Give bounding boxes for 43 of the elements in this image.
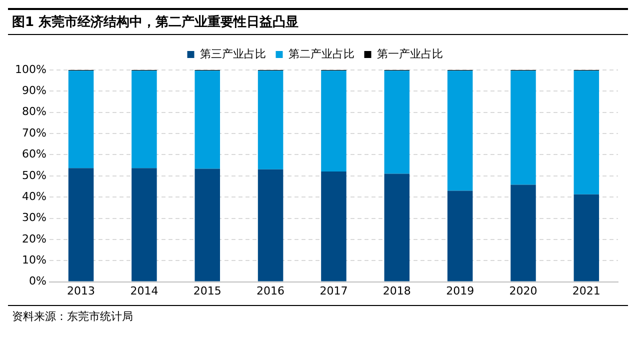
y-tick-label: 60% <box>22 148 46 161</box>
bar <box>132 168 157 282</box>
y-tick-label: 70% <box>22 126 46 140</box>
y-tick-label: 100% <box>14 62 46 76</box>
legend-label: 第二产业占比 <box>288 47 354 60</box>
bar <box>384 174 410 282</box>
y-tick-label: 80% <box>22 105 46 118</box>
y-tick-label: 20% <box>22 232 46 246</box>
y-tick-label: 40% <box>22 190 46 203</box>
bar <box>194 168 220 282</box>
x-tick-label: 2016 <box>256 284 285 298</box>
bar <box>194 70 220 169</box>
chart-title: 图1 东莞市经济结构中，第二产业重要性日益凸显 <box>8 8 628 35</box>
bar <box>68 70 94 168</box>
x-tick-label: 2017 <box>320 284 348 298</box>
bar <box>574 194 600 282</box>
bar <box>68 168 94 282</box>
x-tick-label: 2019 <box>446 284 474 298</box>
x-tick-label: 2014 <box>130 284 158 298</box>
x-tick-label: 2020 <box>509 284 538 298</box>
x-tick-label: 2021 <box>572 284 600 298</box>
y-tick-label: 90% <box>22 84 46 98</box>
bar <box>447 190 473 282</box>
bar <box>132 70 157 168</box>
bar <box>510 70 536 185</box>
y-tick-label: 30% <box>22 211 46 224</box>
bar <box>258 169 284 282</box>
bar <box>447 70 473 191</box>
y-tick-label: 50% <box>22 168 46 182</box>
y-tick-label: 10% <box>22 253 46 266</box>
bar <box>510 184 536 282</box>
x-tick-label: 2015 <box>193 284 222 298</box>
legend-label: 第三产业占比 <box>200 47 266 60</box>
bar <box>574 70 600 194</box>
text: 资料来源：东莞市统计局 <box>12 310 133 323</box>
y-tick-label: 0% <box>28 274 46 288</box>
x-tick-label: 2018 <box>382 284 411 298</box>
bar <box>384 70 410 174</box>
legend-label: 第一产业占比 <box>376 47 443 60</box>
bar <box>321 171 346 282</box>
bar <box>321 70 346 172</box>
x-tick-label: 2013 <box>67 284 96 298</box>
bar <box>258 70 284 170</box>
